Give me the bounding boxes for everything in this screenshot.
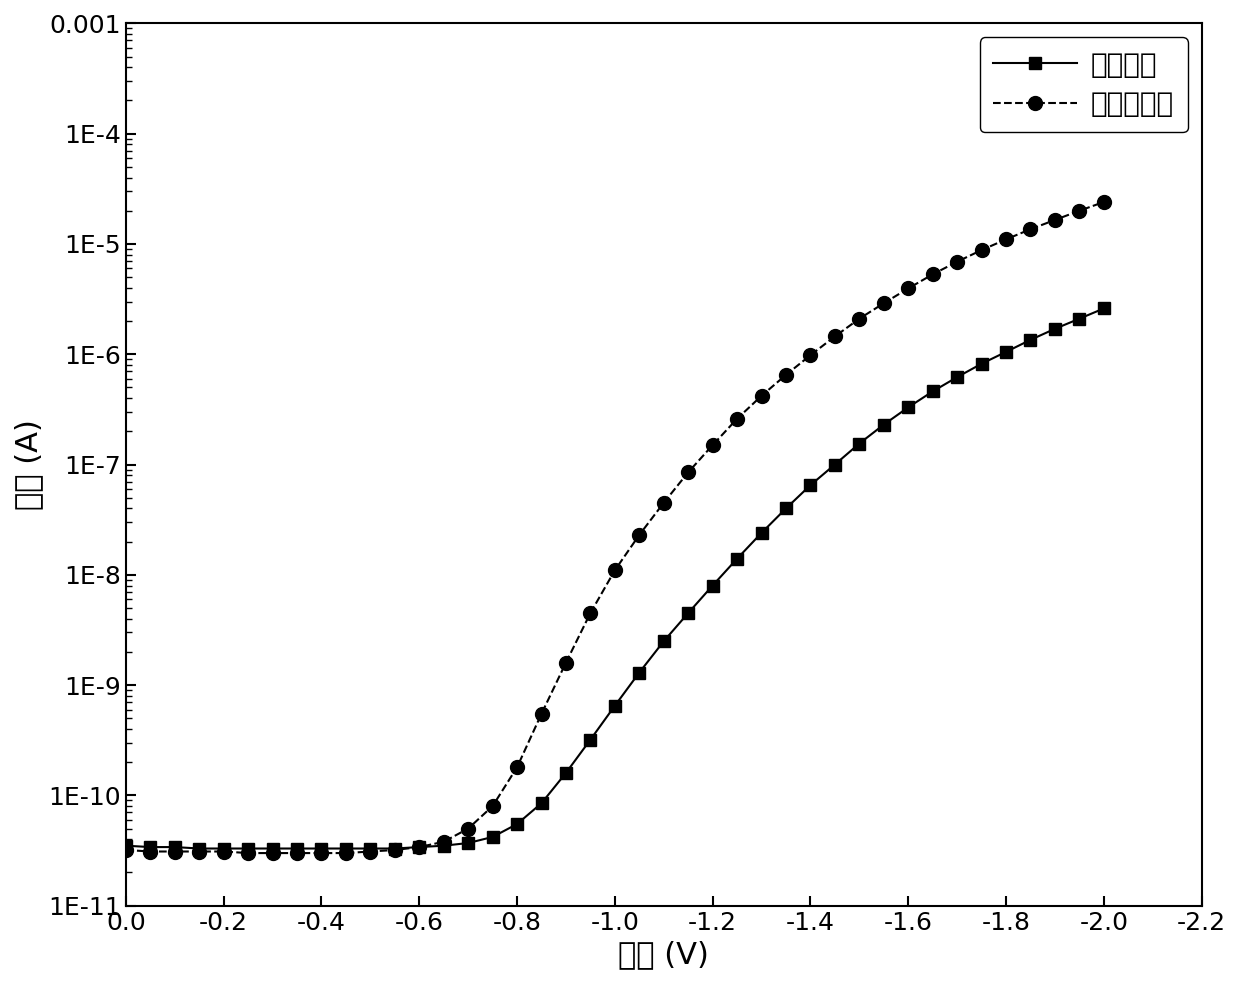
倒圆锥结构 (558, 657, 573, 668)
倒圆锥结构 (632, 529, 647, 541)
传统结构 (387, 842, 402, 854)
倒圆锥结构 (754, 390, 769, 402)
倒圆锥结构 (706, 439, 720, 451)
Line: 传统结构: 传统结构 (120, 303, 1110, 854)
传统结构 (1023, 334, 1038, 346)
倒圆锥结构 (412, 841, 427, 853)
传统结构 (852, 437, 867, 449)
倒圆锥结构 (167, 845, 182, 857)
倒圆锥结构 (119, 844, 134, 856)
Legend: 传统结构, 倒圆锥结构: 传统结构, 倒圆锥结构 (980, 37, 1188, 132)
倒圆锥结构 (779, 369, 794, 380)
传统结构 (583, 733, 598, 745)
倒圆锥结构 (534, 708, 549, 720)
传统结构 (436, 839, 451, 851)
倒圆锥结构 (1048, 214, 1063, 226)
传统结构 (339, 842, 353, 854)
传统结构 (827, 459, 842, 471)
传统结构 (804, 480, 818, 492)
Y-axis label: 电流 (A): 电流 (A) (14, 419, 43, 510)
传统结构 (779, 502, 794, 514)
倒圆锥结构 (975, 244, 990, 256)
倒圆锥结构 (510, 762, 525, 774)
传统结构 (900, 401, 915, 413)
传统结构 (950, 372, 965, 383)
倒圆锥结构 (804, 349, 818, 361)
倒圆锥结构 (339, 847, 353, 859)
倒圆锥结构 (192, 845, 207, 857)
倒圆锥结构 (852, 313, 867, 324)
倒圆锥结构 (314, 847, 329, 859)
传统结构 (265, 842, 280, 854)
倒圆锥结构 (656, 496, 671, 508)
倒圆锥结构 (241, 847, 255, 859)
倒圆锥结构 (461, 823, 476, 835)
倒圆锥结构 (143, 845, 157, 857)
传统结构 (192, 842, 207, 854)
倒圆锥结构 (925, 268, 940, 280)
传统结构 (558, 767, 573, 779)
倒圆锥结构 (900, 282, 915, 294)
传统结构 (975, 358, 990, 370)
倒圆锥结构 (998, 234, 1013, 246)
传统结构 (1071, 313, 1086, 324)
传统结构 (485, 831, 500, 842)
传统结构 (706, 580, 720, 592)
倒圆锥结构 (265, 847, 280, 859)
倒圆锥结构 (729, 413, 744, 425)
传统结构 (363, 842, 378, 854)
传统结构 (314, 842, 329, 854)
传统结构 (1048, 323, 1063, 335)
传统结构 (534, 797, 549, 809)
X-axis label: 电压 (V): 电压 (V) (619, 940, 709, 969)
倒圆锥结构 (363, 845, 378, 857)
传统结构 (119, 839, 134, 851)
传统结构 (681, 607, 696, 619)
传统结构 (632, 666, 647, 678)
传统结构 (216, 842, 231, 854)
传统结构 (998, 346, 1013, 358)
倒圆锥结构 (608, 564, 622, 576)
传统结构 (412, 841, 427, 853)
倒圆锥结构 (583, 607, 598, 619)
倒圆锥结构 (1071, 204, 1086, 216)
倒圆锥结构 (1096, 197, 1111, 208)
倒圆锥结构 (681, 466, 696, 478)
传统结构 (925, 385, 940, 397)
传统结构 (729, 552, 744, 564)
传统结构 (754, 527, 769, 539)
传统结构 (241, 842, 255, 854)
倒圆锥结构 (290, 847, 305, 859)
传统结构 (510, 818, 525, 830)
倒圆锥结构 (877, 298, 892, 310)
倒圆锥结构 (485, 800, 500, 812)
倒圆锥结构 (1023, 223, 1038, 235)
传统结构 (461, 838, 476, 849)
传统结构 (143, 841, 157, 853)
倒圆锥结构 (827, 330, 842, 342)
传统结构 (877, 419, 892, 431)
传统结构 (608, 700, 622, 712)
传统结构 (290, 842, 305, 854)
倒圆锥结构 (950, 256, 965, 267)
传统结构 (1096, 303, 1111, 315)
Line: 倒圆锥结构: 倒圆锥结构 (119, 195, 1111, 860)
倒圆锥结构 (216, 845, 231, 857)
传统结构 (167, 841, 182, 853)
倒圆锥结构 (387, 844, 402, 856)
倒圆锥结构 (436, 836, 451, 847)
传统结构 (656, 635, 671, 647)
